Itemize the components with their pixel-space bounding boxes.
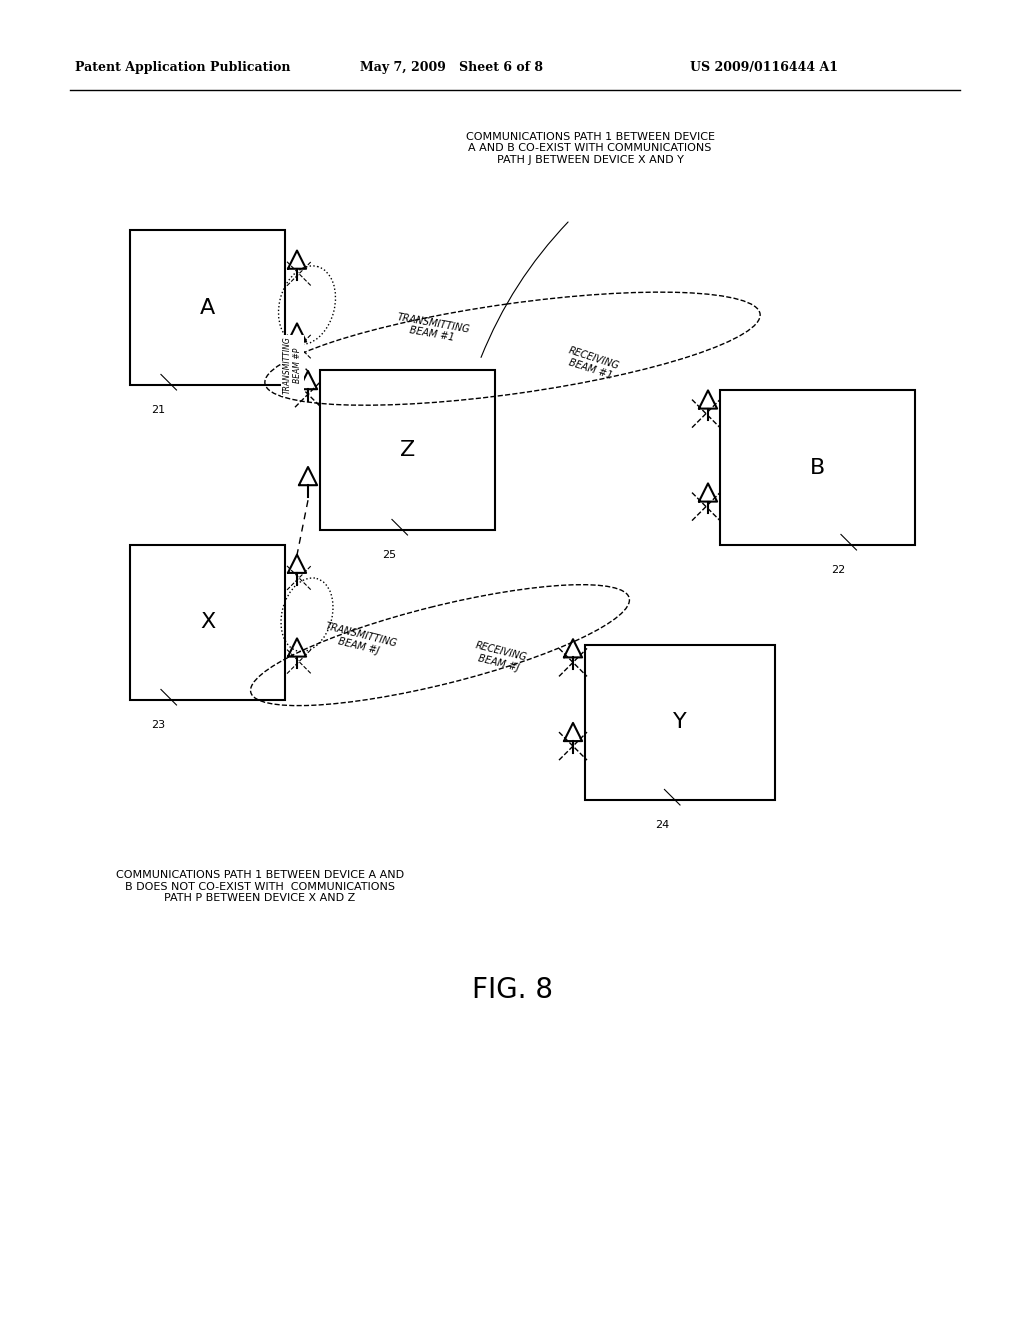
Text: May 7, 2009   Sheet 6 of 8: May 7, 2009 Sheet 6 of 8 (360, 62, 543, 74)
Text: 24: 24 (655, 820, 669, 830)
Text: Patent Application Publication: Patent Application Publication (75, 62, 291, 74)
Text: 25: 25 (382, 550, 396, 560)
Text: 23: 23 (152, 719, 166, 730)
Text: TRANSMITTING
BEAM #P: TRANSMITTING BEAM #P (283, 337, 302, 395)
Text: Z: Z (400, 440, 415, 459)
Text: US 2009/0116444 A1: US 2009/0116444 A1 (690, 62, 838, 74)
Bar (720, 389, 915, 545)
Text: X: X (200, 612, 215, 632)
Text: COMMUNICATIONS PATH 1 BETWEEN DEVICE
A AND B CO-EXIST WITH COMMUNICATIONS
PATH J: COMMUNICATIONS PATH 1 BETWEEN DEVICE A A… (466, 132, 715, 165)
Bar (585, 645, 775, 800)
Text: 22: 22 (831, 565, 846, 576)
Text: FIG. 8: FIG. 8 (471, 975, 553, 1005)
Text: Y: Y (673, 713, 687, 733)
Text: RECEIVING
BEAM #J: RECEIVING BEAM #J (472, 640, 528, 675)
Text: RECEIVING
BEAM #1: RECEIVING BEAM #1 (564, 346, 621, 381)
Text: B: B (810, 458, 825, 478)
Text: TRANSMITTING
BEAM #1: TRANSMITTING BEAM #1 (394, 312, 471, 346)
Text: TRANSMITTING
BEAM #J: TRANSMITTING BEAM #J (322, 620, 398, 660)
Text: A: A (200, 297, 215, 318)
Bar (319, 370, 495, 531)
Bar (130, 545, 285, 700)
Bar (130, 230, 285, 385)
Text: COMMUNICATIONS PATH 1 BETWEEN DEVICE A AND
B DOES NOT CO-EXIST WITH  COMMUNICATI: COMMUNICATIONS PATH 1 BETWEEN DEVICE A A… (116, 870, 404, 903)
Text: 21: 21 (152, 405, 166, 414)
